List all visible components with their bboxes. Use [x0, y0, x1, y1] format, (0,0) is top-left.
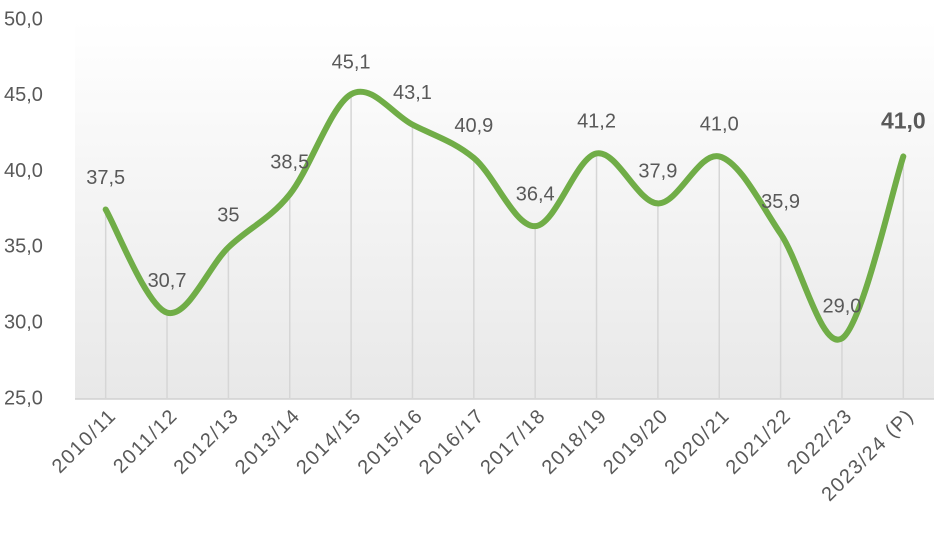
data-label: 37,5 [86, 167, 125, 189]
y-tick-label: 25,0 [4, 387, 43, 409]
x-tick-label: 2016/17 [415, 405, 489, 479]
y-tick-label: 45,0 [4, 84, 43, 106]
x-tick-label: 2014/15 [292, 405, 366, 479]
data-label: 37,9 [638, 161, 677, 183]
data-label: 38,5 [270, 152, 309, 174]
data-label: 41,0 [700, 114, 739, 136]
data-label: 41,2 [577, 111, 616, 133]
y-tick-label: 35,0 [4, 236, 43, 258]
data-label: 30,7 [148, 270, 187, 292]
data-label: 45,1 [332, 52, 371, 74]
x-tick-label: 2015/16 [354, 405, 428, 479]
line [102, 88, 907, 343]
x-tick-label: 2021/22 [722, 405, 796, 479]
x-tick-label: 2018/19 [538, 405, 612, 479]
data-label: 41,0 [881, 108, 926, 134]
data-label: 29,0 [822, 296, 861, 318]
x-tick-label: 2012/13 [170, 405, 244, 479]
x-tick-label: 2017/18 [476, 405, 550, 479]
x-tick-label: 2011/12 [109, 405, 182, 478]
y-tick-label: 30,0 [4, 311, 43, 333]
data-label: 40,9 [454, 115, 493, 137]
x-tick-label: 2013/14 [231, 405, 305, 479]
x-tick-label: 2010/11 [48, 405, 121, 478]
data-label: 43,1 [393, 82, 432, 104]
x-tick-label: 2020/21 [660, 405, 734, 479]
data-label: 35,9 [761, 191, 800, 213]
y-tick-label: 40,0 [4, 160, 43, 182]
data-label: 36,4 [516, 183, 555, 205]
data-label: 35 [217, 205, 239, 227]
y-tick-label: 50,0 [4, 8, 43, 30]
plot-background [75, 20, 934, 399]
x-tick-label: 2019/20 [599, 405, 673, 479]
